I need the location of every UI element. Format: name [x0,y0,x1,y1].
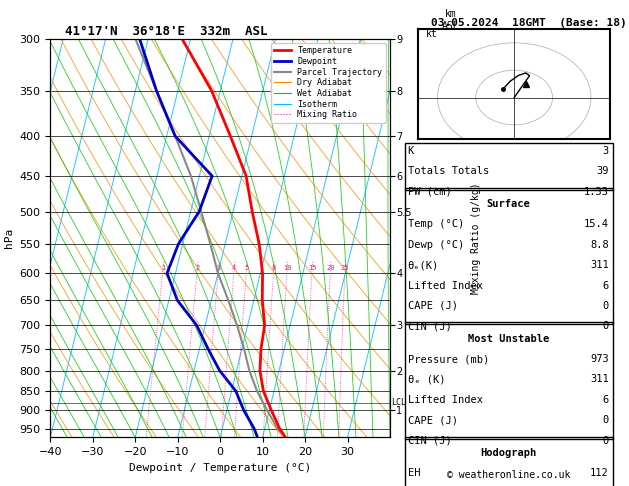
Text: Hodograph: Hodograph [480,448,537,458]
Text: 15.4: 15.4 [584,219,609,229]
Legend: Temperature, Dewpoint, Parcel Trajectory, Dry Adiabat, Wet Adiabat, Isotherm, Mi: Temperature, Dewpoint, Parcel Trajectory… [271,43,386,122]
Text: Mixing Ratio (g/kg): Mixing Ratio (g/kg) [472,182,481,294]
Text: Surface: Surface [486,199,530,209]
Text: CAPE (J): CAPE (J) [408,301,457,311]
Text: 03.05.2024  18GMT  (Base: 18): 03.05.2024 18GMT (Base: 18) [431,18,626,29]
Text: © weatheronline.co.uk: © weatheronline.co.uk [447,470,570,480]
Text: PW (cm): PW (cm) [408,187,452,197]
Text: Pressure (mb): Pressure (mb) [408,354,489,364]
Text: 311: 311 [590,260,609,270]
Text: θₑ (K): θₑ (K) [408,374,445,384]
Text: K: K [408,146,414,156]
Text: 4: 4 [232,264,237,271]
Text: 2: 2 [196,264,199,271]
Text: Dewp (°C): Dewp (°C) [408,240,464,250]
Text: 25: 25 [341,264,349,271]
Text: θₑ(K): θₑ(K) [408,260,439,270]
Text: CAPE (J): CAPE (J) [408,415,457,425]
Text: 0: 0 [603,301,609,311]
Text: CIN (J): CIN (J) [408,435,452,446]
Text: kt: kt [426,29,438,39]
Text: 112: 112 [590,469,609,478]
Text: 973: 973 [590,354,609,364]
Text: 6: 6 [603,395,609,405]
Text: LCL: LCL [391,398,406,407]
Text: Lifted Index: Lifted Index [408,395,482,405]
X-axis label: Dewpoint / Temperature (°C): Dewpoint / Temperature (°C) [129,463,311,473]
Text: 0: 0 [603,415,609,425]
Text: 1.33: 1.33 [584,187,609,197]
Text: EH: EH [408,469,420,478]
Text: 3: 3 [603,146,609,156]
Text: km
ASL: km ASL [442,9,460,31]
Text: 3: 3 [216,264,221,271]
Text: Temp (°C): Temp (°C) [408,219,464,229]
Text: CIN (J): CIN (J) [408,321,452,331]
Text: Lifted Index: Lifted Index [408,280,482,291]
Text: 20: 20 [326,264,335,271]
Text: 39: 39 [596,166,609,176]
Text: 6: 6 [603,280,609,291]
Text: 5: 5 [245,264,249,271]
Y-axis label: hPa: hPa [4,228,14,248]
Text: Totals Totals: Totals Totals [408,166,489,176]
Text: 1: 1 [161,264,165,271]
Text: 8: 8 [272,264,276,271]
Text: 15: 15 [308,264,316,271]
Text: 41°17'N  36°18'E  332m  ASL: 41°17'N 36°18'E 332m ASL [50,25,268,38]
Text: 10: 10 [283,264,291,271]
Text: 0: 0 [603,435,609,446]
Text: 0: 0 [603,321,609,331]
Text: 8.8: 8.8 [590,240,609,250]
Text: Most Unstable: Most Unstable [467,333,549,344]
Text: 311: 311 [590,374,609,384]
